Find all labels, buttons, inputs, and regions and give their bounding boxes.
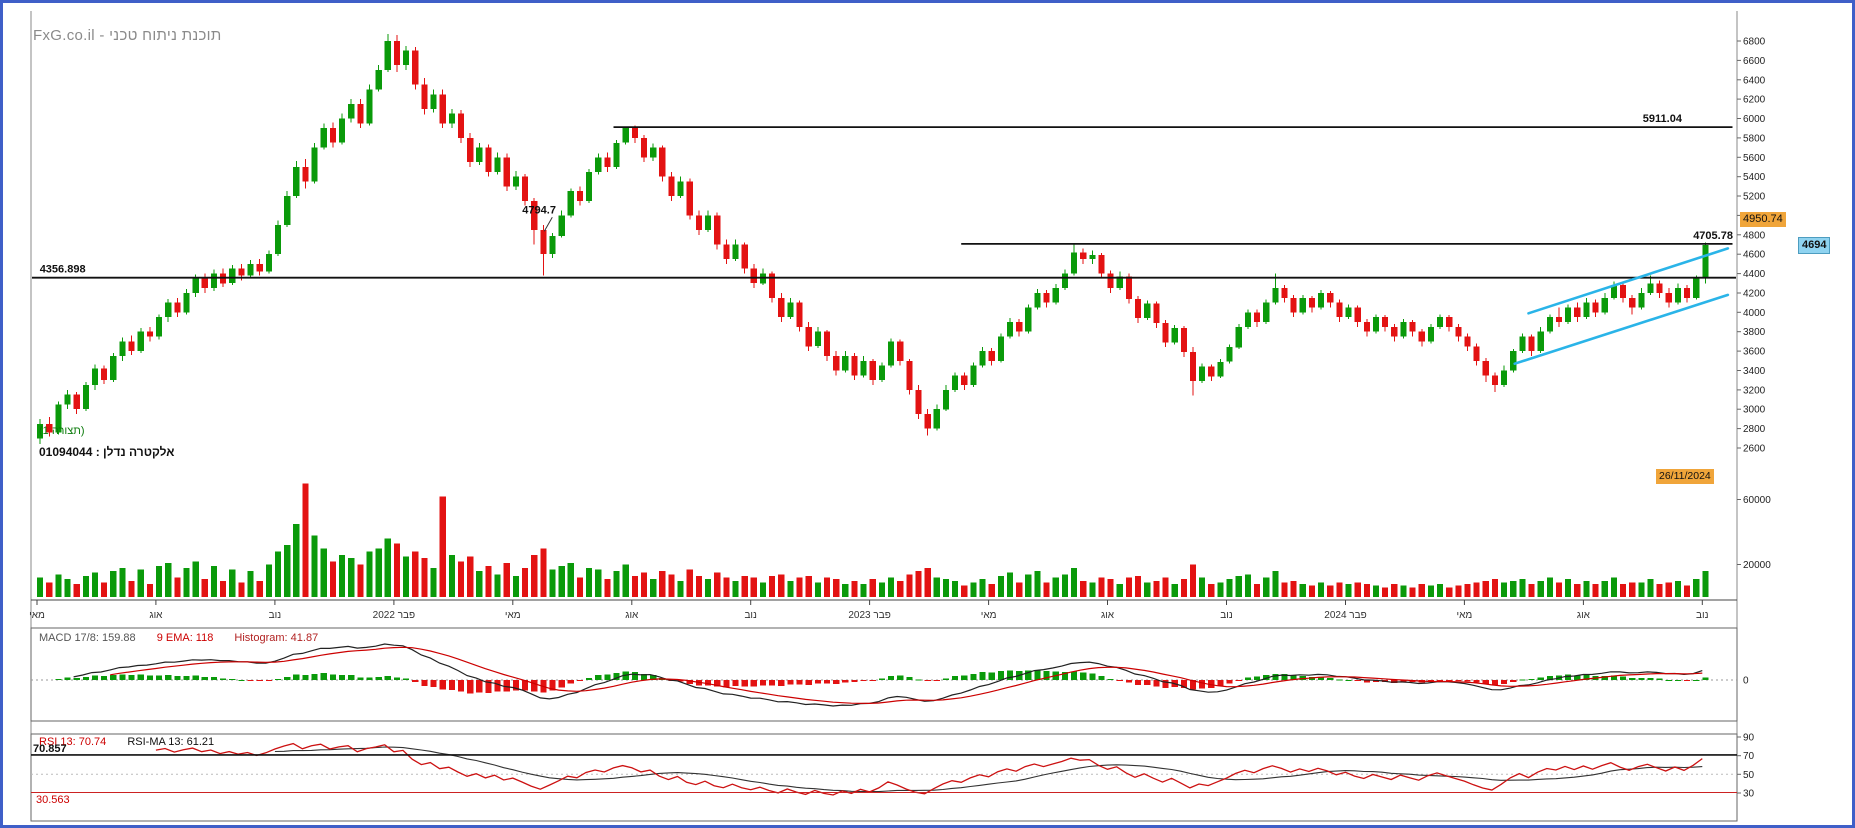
rsi-axis-labels: 90 70 50 30: [1737, 733, 1755, 800]
macd-indicator-labels: MACD 17/8: 159.88 9 EMA: 118 Histogram: …: [39, 632, 336, 644]
svg-text:אוג: אוג: [1577, 610, 1591, 621]
svg-text:90: 90: [1743, 733, 1755, 744]
macd-ema-label: 9 EMA: 118: [156, 632, 214, 644]
svg-text:3000: 3000: [1743, 405, 1766, 416]
svg-text:2800: 2800: [1743, 424, 1766, 435]
svg-text:3400: 3400: [1743, 366, 1766, 377]
svg-text:4400: 4400: [1743, 269, 1766, 280]
svg-text:אוג: אוג: [1101, 610, 1115, 621]
macd-line: [73, 643, 1703, 707]
svg-text:4000: 4000: [1743, 308, 1766, 319]
horizontal-trendline[interactable]: 5911.04: [613, 113, 1733, 128]
rsi-upper-level-label: 70.857: [33, 743, 67, 755]
svg-text:5911.04: 5911.04: [1643, 113, 1683, 125]
svg-text:60000: 60000: [1743, 495, 1771, 506]
alert-price-badge[interactable]: 4950.74: [1740, 212, 1786, 227]
svg-text:4600: 4600: [1743, 250, 1766, 261]
svg-text:3800: 3800: [1743, 327, 1766, 338]
horizontal-trendline[interactable]: 4705.78: [961, 230, 1733, 245]
svg-text:אוג: אוג: [625, 610, 639, 621]
last-price-badge: 4694: [1798, 237, 1831, 254]
horizontal-trendline[interactable]: 4356.898: [32, 264, 1736, 279]
svg-text:אוג: אוג: [149, 610, 163, 621]
symbol-label: אלקטרה נדלן : 01094044: [39, 445, 175, 459]
svg-text:נוב: נוב: [269, 610, 282, 621]
candlestick-series: [37, 34, 1709, 445]
svg-text:נוב: נוב: [1696, 610, 1709, 621]
svg-text:5400: 5400: [1743, 172, 1766, 183]
svg-text:6400: 6400: [1743, 75, 1766, 86]
svg-text:70: 70: [1743, 751, 1755, 762]
price-axis-labels: 6800660064006200600058005600540052005000…: [1737, 37, 1766, 455]
svg-text:נוב: נוב: [1220, 610, 1233, 621]
svg-text:מאי: מאי: [981, 610, 997, 621]
channel-upper-trendline[interactable]: [1527, 247, 1730, 315]
svg-text:4800: 4800: [1743, 230, 1766, 241]
date-marker-badge[interactable]: 26/11/2024: [1656, 469, 1714, 484]
svg-text:6800: 6800: [1743, 37, 1766, 48]
app-title: FxG.co.il - תוכנת ניתוח טכני: [33, 27, 222, 44]
svg-text:מאי: מאי: [29, 610, 45, 621]
svg-text:מאי: מאי: [1457, 610, 1473, 621]
channel-lower-trendline[interactable]: [1513, 293, 1730, 366]
rsi-line: [155, 742, 1703, 796]
macd-zero-label: 0: [1743, 676, 1749, 687]
rsi-lower-level-label: 30.563: [36, 794, 70, 806]
macd-value-label: MACD 17/8: 159.88: [39, 632, 136, 644]
rsi-ma-line: [274, 746, 1703, 793]
svg-text:4794.7: 4794.7: [522, 204, 556, 216]
svg-text:6000: 6000: [1743, 114, 1766, 125]
price-annotation: 4794.7: [522, 204, 556, 232]
volume-axis-labels: 60000 20000: [1737, 495, 1771, 571]
svg-text:3200: 3200: [1743, 385, 1766, 396]
rsi-panel-frame: [30, 733, 1738, 822]
svg-text:נוב: נוב: [744, 610, 757, 621]
svg-text:מאי: מאי: [505, 610, 521, 621]
pattern-label: (תצורה 1): [39, 425, 85, 437]
rsi-ma-label: RSI-MA 13: 61.21: [127, 736, 215, 748]
macd-panel-frame: [30, 627, 1738, 722]
svg-text:20000: 20000: [1743, 560, 1771, 571]
svg-text:5600: 5600: [1743, 153, 1766, 164]
chart-canvas[interactable]: 6800660064006200600058005600540052005000…: [3, 3, 1855, 828]
macd-histogram-label: Histogram: 41.87: [234, 632, 319, 644]
svg-text:30: 30: [1743, 789, 1755, 800]
svg-text:5800: 5800: [1743, 133, 1766, 144]
svg-text:4356.898: 4356.898: [40, 264, 86, 276]
volume-series: [37, 483, 1709, 598]
svg-text:פבר 2024: פבר 2024: [1324, 610, 1366, 621]
rsi-indicator-labels: RSI 13: 70.74 RSI-MA 13: 61.21: [39, 736, 232, 748]
svg-text:פבר 2023: פבר 2023: [848, 610, 890, 621]
svg-text:4200: 4200: [1743, 289, 1766, 300]
svg-text:50: 50: [1743, 770, 1755, 781]
svg-text:3600: 3600: [1743, 347, 1766, 358]
svg-text:6600: 6600: [1743, 56, 1766, 67]
svg-text:פבר 2022: פבר 2022: [373, 610, 415, 621]
svg-text:4705.78: 4705.78: [1693, 230, 1733, 242]
macd-signal-line: [110, 646, 1703, 705]
svg-text:2600: 2600: [1743, 444, 1766, 455]
rsi-value-label: RSI 13: 70.74: [39, 736, 107, 748]
svg-text:6200: 6200: [1743, 95, 1766, 106]
time-axis-labels: מאי אוג נוב פבר 2022 מאי אוג נוב פבר 2023 מאי אוג…: [29, 600, 1709, 621]
svg-text:5200: 5200: [1743, 192, 1766, 203]
